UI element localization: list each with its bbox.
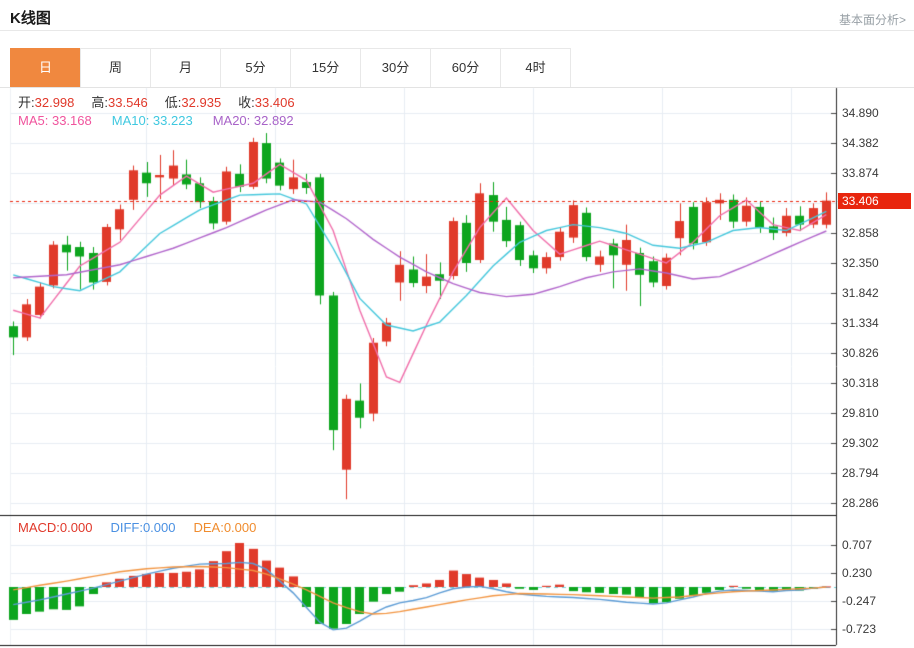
price-tick-label: 30.826: [842, 346, 879, 360]
ma-legend: MA5: 33.168 MA10: 33.223 MA20: 32.892: [18, 113, 294, 128]
macd-value: MACD:0.000: [18, 520, 93, 535]
price-tick-label: 28.286: [842, 496, 879, 510]
ma10-value: MA10: 33.223: [111, 113, 193, 128]
price-tick-label: 29.810: [842, 406, 879, 420]
price-tick-label: 32.858: [842, 226, 879, 240]
macd-tick-label: -0.723: [842, 622, 877, 637]
price-tick-label: 34.890: [842, 106, 879, 120]
macd-tick-label: -0.247: [842, 594, 877, 609]
price-tick-label: 31.842: [842, 286, 879, 300]
macd-tick-label: 0.230: [842, 566, 873, 581]
close-value: 收:33.406: [238, 95, 295, 110]
diff-value: DIFF:0.000: [110, 520, 176, 535]
price-tick-label: 34.382: [842, 136, 879, 150]
ma20-value: MA20: 32.892: [212, 113, 294, 128]
price-tick-label: 30.318: [842, 376, 879, 390]
price-tick-label: 29.302: [842, 436, 879, 450]
price-tick-label: 32.350: [842, 256, 879, 270]
high-value: 高:33.546: [91, 95, 148, 110]
price-tick-label: 31.334: [842, 316, 879, 330]
open-value: 开:32.998: [18, 95, 75, 110]
macd-legend: MACD:0.000 DIFF:0.000 DEA:0.000: [18, 520, 256, 535]
price-tick-label: 33.874: [842, 166, 879, 180]
ohlc-legend: 开:32.998 高:33.546 低:32.935 收:33.406: [18, 92, 295, 111]
macd-tick-label: 0.707: [842, 538, 873, 553]
current-price-tag: 33.406: [838, 192, 911, 209]
ma5-value: MA5: 33.168: [18, 113, 92, 128]
price-tick-label: 28.794: [842, 466, 879, 480]
low-value: 低:32.935: [164, 95, 222, 110]
dea-value: DEA:0.000: [193, 520, 257, 535]
